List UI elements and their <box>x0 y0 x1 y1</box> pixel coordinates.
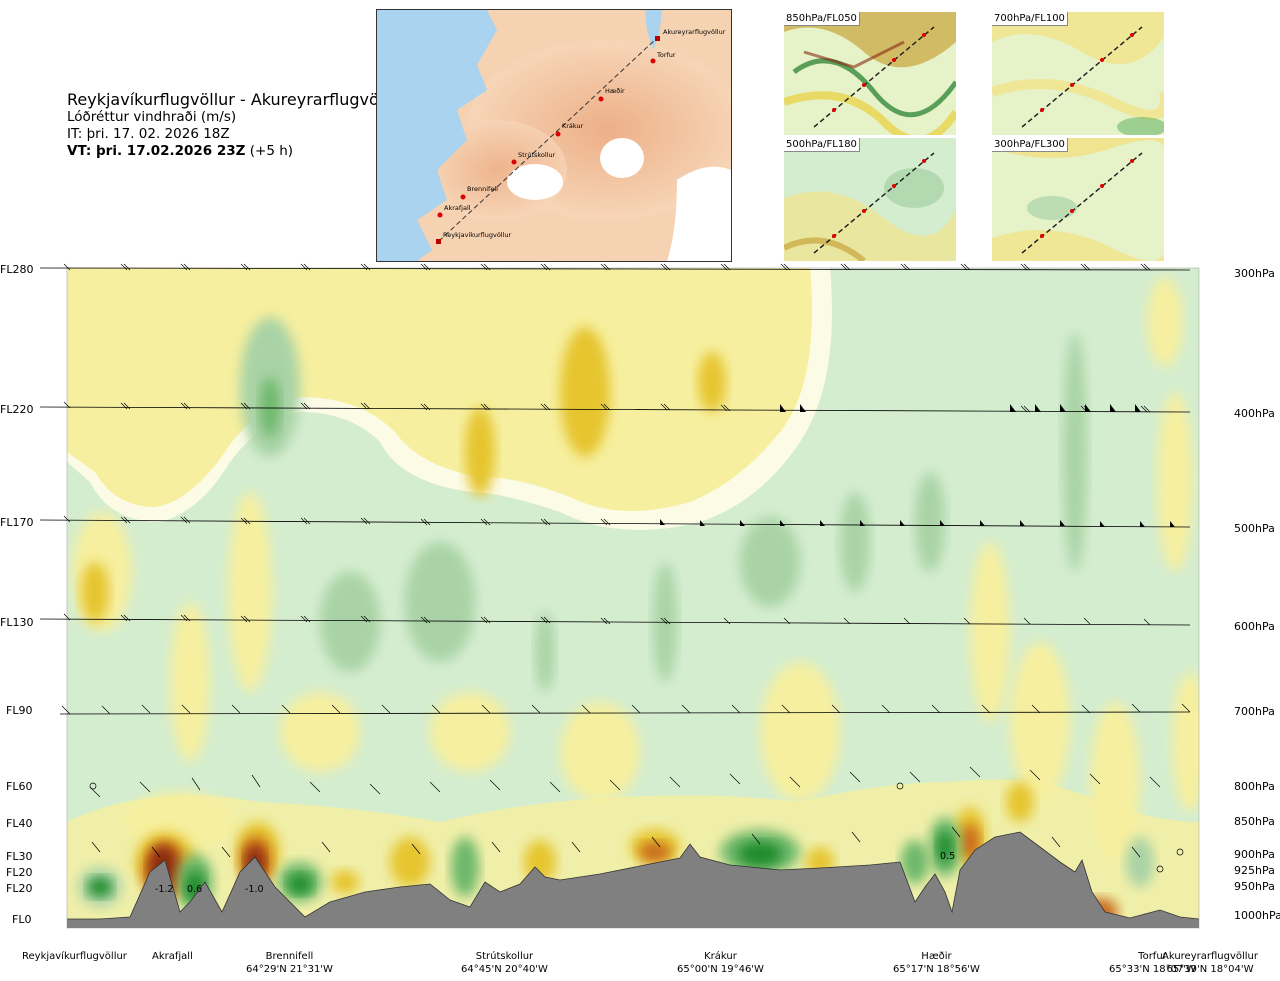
x-location-haedir: Hæðir 65°17'N 18°56'W <box>893 950 980 976</box>
x-location-name: Brennifell <box>265 951 314 962</box>
y-right-tick: 850hPa <box>1234 815 1275 828</box>
y-right-tick: 925hPa <box>1234 864 1275 877</box>
map-label-akrafjall: Akrafjall <box>444 204 471 212</box>
x-location-coord: 65°39'N 18°04'W <box>1166 964 1254 975</box>
thumbnail-500hpa[interactable]: 500hPa/FL180 <box>784 138 956 261</box>
issue-time: IT: þri. 17. 02. 2026 18Z <box>67 126 230 142</box>
x-location-brennifell: Brennifell 64°29'N 21°31'W <box>246 950 333 976</box>
wind-barb-levels <box>39 267 1191 715</box>
thumbnail-850hpa[interactable]: 850hPa/FL050 <box>784 12 956 135</box>
x-location-name: Reykjavíkurflugvöllur <box>22 951 127 962</box>
x-location-name: Strútskollur <box>475 951 534 962</box>
x-location-name: Akrafjall <box>152 951 193 962</box>
x-location-strutskollur: Strútskollur 64°45'N 20°40'W <box>461 950 548 976</box>
y-right-tick: 800hPa <box>1234 780 1275 793</box>
annotation-value: 0.5 <box>940 851 955 862</box>
x-location-coord: 64°29'N 21°31'W <box>246 964 333 975</box>
y-right-tick: 500hPa <box>1234 522 1275 535</box>
vertical-velocity-field <box>67 268 1199 928</box>
thumbnail-700hpa-svg <box>992 12 1164 135</box>
x-location-krakur: Krákur 65°00'N 19°46'W <box>677 950 764 976</box>
map-label-reykjavikurflugvollur: Reykjavíkurflugvöllur <box>443 231 512 239</box>
cross-section-plot: -1.2 0.6 -1.0 0.5 <box>39 263 1200 929</box>
y-left-tick: FL280 <box>0 263 34 276</box>
terrain-profile <box>67 831 1199 928</box>
map-label-haedir: Hæðir <box>605 87 625 95</box>
y-left-tick: FL170 <box>0 516 34 529</box>
y-left-tick: FL60 <box>6 780 33 793</box>
y-left-tick: FL130 <box>0 616 34 629</box>
valid-time-offset: (+5 h) <box>249 143 294 159</box>
valid-time-bold: VT: þri. 17.02.2026 23Z <box>67 143 246 159</box>
y-right-tick: 700hPa <box>1234 705 1275 718</box>
annotation-value: -1.0 <box>245 884 264 895</box>
x-location-name: Hæðir <box>921 951 952 962</box>
y-left-tick: FL220 <box>0 403 34 416</box>
y-right-tick: 950hPa <box>1234 880 1275 893</box>
x-location-torfur: Torfur 65°33'N 18°07'W <box>1109 950 1196 976</box>
calm-circles <box>89 782 1184 873</box>
y-left-tick: FL30 <box>6 850 33 863</box>
route-map-svg: Akureyrarflugvöllur Torfur Hæðir Krákur … <box>377 10 731 261</box>
route-title: Reykjavíkurflugvöllur - Akureyrarflugvöl… <box>67 90 405 109</box>
map-label-akureyrarflugvollur: Akureyrarflugvöllur <box>663 28 726 36</box>
y-right-tick: 300hPa <box>1234 267 1275 280</box>
thumbnail-300hpa[interactable]: 300hPa/FL300 <box>992 138 1164 261</box>
y-right-tick: 900hPa <box>1234 848 1275 861</box>
x-location-coord: 64°45'N 20°40'W <box>461 964 548 975</box>
y-right-tick: 600hPa <box>1234 620 1275 633</box>
map-label-torfur: Torfur <box>656 51 676 59</box>
y-left-tick: FL20 <box>6 882 33 895</box>
route-map: Akureyrarflugvöllur Torfur Hæðir Krákur … <box>376 9 732 262</box>
map-label-brennifell: Brennifell <box>467 185 498 193</box>
y-right-tick: 1000hPa <box>1234 909 1280 922</box>
x-location-name: Akureyrarflugvöllur <box>1162 951 1259 962</box>
x-location-akrafjall: Akrafjall <box>152 950 193 963</box>
thumbnail-700hpa-label: 700hPa/FL100 <box>992 12 1068 26</box>
y-left-tick: FL90 <box>6 704 33 717</box>
x-location-coord: 65°33'N 18°07'W <box>1109 964 1196 975</box>
y-left-tick: FL0 <box>12 913 32 926</box>
title-block: Reykjavíkurflugvöllur - Akureyrarflugvöl… <box>67 90 405 160</box>
y-left-tick: FL20 <box>6 866 33 879</box>
map-label-krakur: Krákur <box>562 122 584 130</box>
annotation-value: 0.6 <box>187 884 202 895</box>
y-right-tick: 400hPa <box>1234 407 1275 420</box>
x-location-name: Krákur <box>704 951 737 962</box>
x-location-coord: 65°00'N 19°46'W <box>677 964 764 975</box>
annotation-value: -1.2 <box>155 884 174 895</box>
x-location-akureyrarflugvollur: Akureyrarflugvöllur 65°39'N 18°04'W <box>1162 950 1258 976</box>
x-location-coord: 65°17'N 18°56'W <box>893 964 980 975</box>
valid-time: VT: þri. 17.02.2026 23Z (+5 h) <box>67 143 387 160</box>
thumbnail-500hpa-svg <box>784 138 956 261</box>
thumbnail-300hpa-label: 300hPa/FL300 <box>992 138 1068 152</box>
thumbnail-500hpa-label: 500hPa/FL180 <box>784 138 860 152</box>
x-location-name: Torfur <box>1138 951 1167 962</box>
thumbnail-300hpa-svg <box>992 138 1164 261</box>
thumbnail-700hpa[interactable]: 700hPa/FL100 <box>992 12 1164 135</box>
x-location-reykjavikurflugvollur: Reykjavíkurflugvöllur <box>22 950 127 963</box>
thumbnail-850hpa-label: 850hPa/FL050 <box>784 12 860 26</box>
wind-barbs <box>61 263 1191 858</box>
map-label-strutskollur: Strútskollur <box>518 151 556 159</box>
thumbnail-850hpa-svg <box>784 12 956 135</box>
y-left-tick: FL40 <box>6 817 33 830</box>
parameter-label: Lóðréttur vindhraði (m/s) <box>67 109 237 125</box>
